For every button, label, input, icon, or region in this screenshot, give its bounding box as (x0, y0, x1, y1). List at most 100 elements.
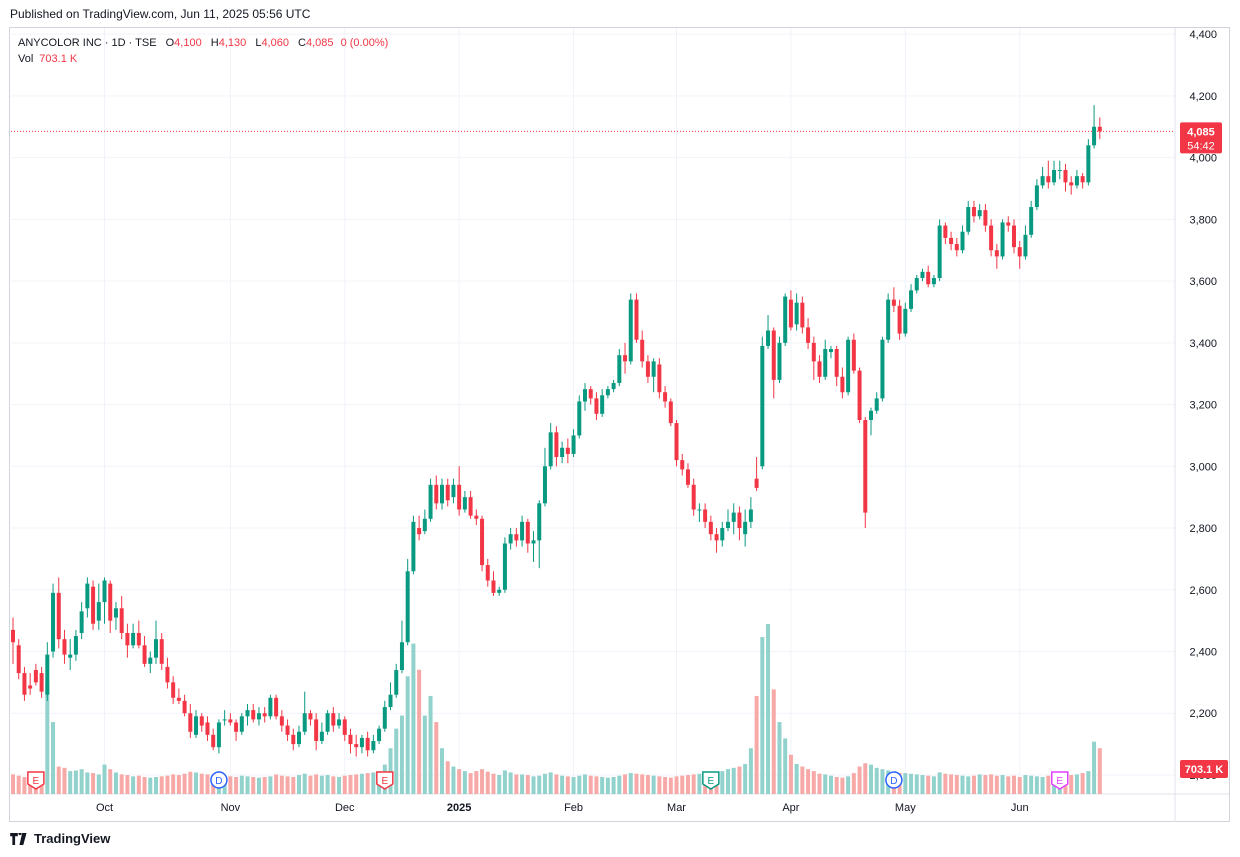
volume-bar (560, 775, 565, 794)
volume-label: Vol (18, 53, 34, 65)
volume-bar (960, 775, 965, 794)
candle-body (228, 719, 233, 723)
candle-body (480, 518, 485, 566)
candle-body (142, 645, 147, 664)
candle-body (828, 349, 833, 353)
volume-bar (256, 777, 261, 794)
candle-body (1017, 247, 1022, 257)
candle-body (451, 484, 456, 498)
volume-bar (199, 773, 204, 794)
candle-body (262, 713, 267, 717)
volume-bar (154, 777, 158, 794)
candle-body (657, 364, 662, 393)
candle-body (377, 728, 382, 742)
volume-bar (1034, 776, 1039, 794)
candle-body (1029, 207, 1034, 235)
volume-bar (182, 773, 187, 794)
volume-bar (491, 773, 496, 794)
brand-label: TradingView (34, 831, 111, 846)
earnings-marker (27, 771, 45, 790)
volume-bar (1040, 777, 1045, 794)
volume-bar (91, 773, 96, 794)
volume-bar (314, 774, 319, 794)
candle-body (16, 645, 21, 674)
candle-body (216, 722, 221, 748)
event-label: D (215, 776, 222, 787)
candle-body (485, 565, 490, 581)
candle-body (56, 592, 61, 640)
change-value: 0 (0.00%) (340, 37, 389, 49)
candle-body (434, 484, 439, 504)
volume-bar (926, 775, 931, 794)
volume-bar (176, 775, 181, 794)
volume-bar (817, 773, 822, 794)
volume-bar (342, 775, 347, 794)
volume-bar (131, 776, 136, 794)
candle-body (382, 707, 387, 729)
candle-body (931, 278, 936, 285)
volume-bar (748, 748, 753, 794)
candle-body (983, 210, 988, 226)
candle-body (348, 734, 353, 745)
candle-body (794, 302, 799, 325)
x-tick-label: May (895, 802, 916, 814)
candle-body (440, 484, 444, 504)
volume-bar (508, 772, 513, 794)
volume-bar (73, 770, 78, 794)
candle-body (869, 410, 873, 420)
volume-bar (668, 777, 673, 794)
candle-body (291, 734, 296, 745)
candle-body (663, 392, 668, 402)
volume-bar (914, 774, 919, 794)
volume-bar (1000, 775, 1005, 794)
volume-bar (851, 773, 856, 794)
volume-bar (731, 767, 736, 794)
candle-body (28, 685, 33, 689)
x-tick-label: 2025 (447, 802, 471, 814)
volume-bar (251, 777, 256, 794)
candle-body (548, 432, 553, 467)
candle-body (863, 420, 868, 513)
volume-bar (194, 772, 199, 794)
volume-bar (726, 769, 730, 794)
volume-bar (594, 776, 599, 794)
candle-body (685, 469, 690, 485)
dividend-marker (885, 771, 903, 789)
published-caption: Published on TradingView.com, Jun 11, 20… (10, 7, 311, 21)
volume-bar (136, 775, 141, 794)
volume-bar (674, 776, 679, 794)
candle-body (491, 580, 496, 593)
candle-body (159, 639, 164, 664)
volume-bar (783, 738, 788, 794)
volume-bar (525, 775, 530, 794)
candle-body (834, 349, 839, 377)
volume-bar (1092, 741, 1097, 794)
candle-body (337, 719, 342, 726)
volume-bar (354, 774, 359, 794)
volume-bar (994, 775, 999, 794)
tradingview-logo-icon (10, 832, 27, 845)
volume-bar (22, 777, 27, 794)
volume-bar (239, 775, 244, 794)
volume-bar (1080, 773, 1085, 794)
volume-bar (983, 775, 988, 794)
candle-body (880, 339, 885, 399)
volume-bar (228, 776, 233, 794)
candle-body (182, 700, 187, 714)
volume-bar (365, 773, 370, 794)
event-label: E (1056, 776, 1063, 787)
candle-body (1034, 185, 1039, 208)
candle-body (903, 308, 908, 334)
candle-body (674, 423, 679, 461)
tradingview-brand[interactable]: TradingView (10, 831, 110, 846)
x-tick-label: Apr (782, 802, 799, 814)
candle-body (205, 722, 210, 735)
candle-body (1046, 176, 1051, 183)
volume-bar (771, 689, 776, 794)
volume-bar (846, 776, 851, 794)
open-value: 4,100 (174, 37, 202, 49)
candle-body (199, 716, 204, 726)
candle-body (971, 207, 976, 217)
volume-bar (11, 774, 15, 794)
